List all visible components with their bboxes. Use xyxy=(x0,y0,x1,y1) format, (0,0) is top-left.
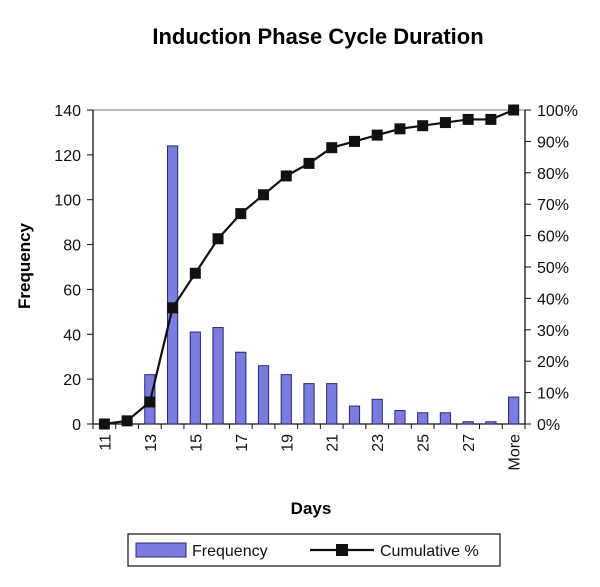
y2-tick-label: 80% xyxy=(537,166,569,183)
cumulative-marker xyxy=(258,189,270,201)
legend: Frequency Cumulative % xyxy=(127,533,501,567)
y2-tick-label: 0% xyxy=(537,417,560,434)
x-tick-label: 15 xyxy=(188,434,205,452)
frequency-bar xyxy=(508,396,520,425)
cumulative-marker xyxy=(462,113,474,125)
frequency-bar xyxy=(326,383,338,425)
cumulative-marker xyxy=(280,170,292,182)
x-tick-label: 11 xyxy=(97,434,114,451)
cumulative-marker xyxy=(189,267,201,279)
cumulative-marker xyxy=(121,415,133,427)
x-tick-label: 17 xyxy=(234,434,251,452)
x-tick-label: 13 xyxy=(143,434,160,452)
y2-tick-label: 70% xyxy=(537,197,569,214)
frequency-bar xyxy=(166,145,179,425)
y2-tick-label: 90% xyxy=(537,134,569,151)
cumulative-marker xyxy=(167,302,179,314)
plot-frame xyxy=(92,109,526,425)
cumulative-marker xyxy=(98,418,110,430)
y2-tick-label: 50% xyxy=(537,260,569,277)
cumulative-marker xyxy=(371,129,383,141)
y2-tick-label: 10% xyxy=(537,386,569,403)
cumulative-marker xyxy=(303,157,315,169)
x-tick-label: More xyxy=(507,434,524,471)
y2-tick-label: 30% xyxy=(537,323,569,340)
frequency-bar xyxy=(371,398,383,425)
frequency-bar xyxy=(257,365,270,425)
x-tick-label: 21 xyxy=(325,434,342,452)
legend-cumulative-marker xyxy=(336,544,348,556)
y2-tick-label: 20% xyxy=(537,354,569,371)
x-tick-label: 25 xyxy=(416,434,433,452)
frequency-bar xyxy=(394,410,406,425)
legend-frequency-label: Frequency xyxy=(192,543,268,560)
x-axis-title: Days xyxy=(291,499,332,518)
y2-tick-label: 60% xyxy=(537,229,569,246)
y-tick-label: 40 xyxy=(63,327,81,344)
frequency-bar xyxy=(348,405,361,425)
legend-frequency-swatch xyxy=(135,542,187,558)
frequency-bar xyxy=(235,351,247,425)
frequency-bar xyxy=(212,327,224,425)
y-tick-label: 120 xyxy=(54,148,81,165)
y-axis-title: Frequency xyxy=(15,222,34,309)
cumulative-marker xyxy=(326,142,338,154)
frequency-bar xyxy=(417,412,429,425)
y-tick-label: 20 xyxy=(63,372,81,389)
cumulative-marker xyxy=(508,104,520,116)
frequency-bar xyxy=(303,383,315,425)
y-tick-label: 100 xyxy=(54,193,81,210)
chart-title: Induction Phase Cycle Duration xyxy=(152,24,483,49)
frequency-bar xyxy=(485,421,497,425)
cumulative-marker xyxy=(485,113,497,125)
x-tick-label: 27 xyxy=(461,434,478,452)
cumulative-marker xyxy=(417,120,429,132)
legend-cumulative-label: Cumulative % xyxy=(380,543,479,560)
cumulative-marker xyxy=(348,135,360,147)
x-tick-label: 19 xyxy=(279,434,296,452)
frequency-bar xyxy=(462,421,474,425)
cumulative-marker xyxy=(144,396,156,408)
cumulative-marker xyxy=(212,233,224,245)
y-tick-label: 140 xyxy=(54,103,81,120)
y-tick-label: 80 xyxy=(63,238,81,255)
y-tick-label: 0 xyxy=(72,417,81,434)
cumulative-marker xyxy=(439,117,451,129)
frequency-bar xyxy=(439,412,452,425)
frequency-bar xyxy=(189,331,201,425)
cumulative-marker xyxy=(235,208,247,220)
y-tick-label: 60 xyxy=(63,282,81,299)
cumulative-marker xyxy=(394,123,406,135)
plot-area: 0 20 40 60 80 100 120 140 0% 10% 20% 30% 40% 50% 60% 70… xyxy=(54,103,578,470)
y2-tick-label: 100% xyxy=(537,103,578,120)
x-tick-label: 23 xyxy=(370,434,387,452)
frequency-bar xyxy=(280,374,292,425)
y2-tick-label: 40% xyxy=(537,291,569,308)
